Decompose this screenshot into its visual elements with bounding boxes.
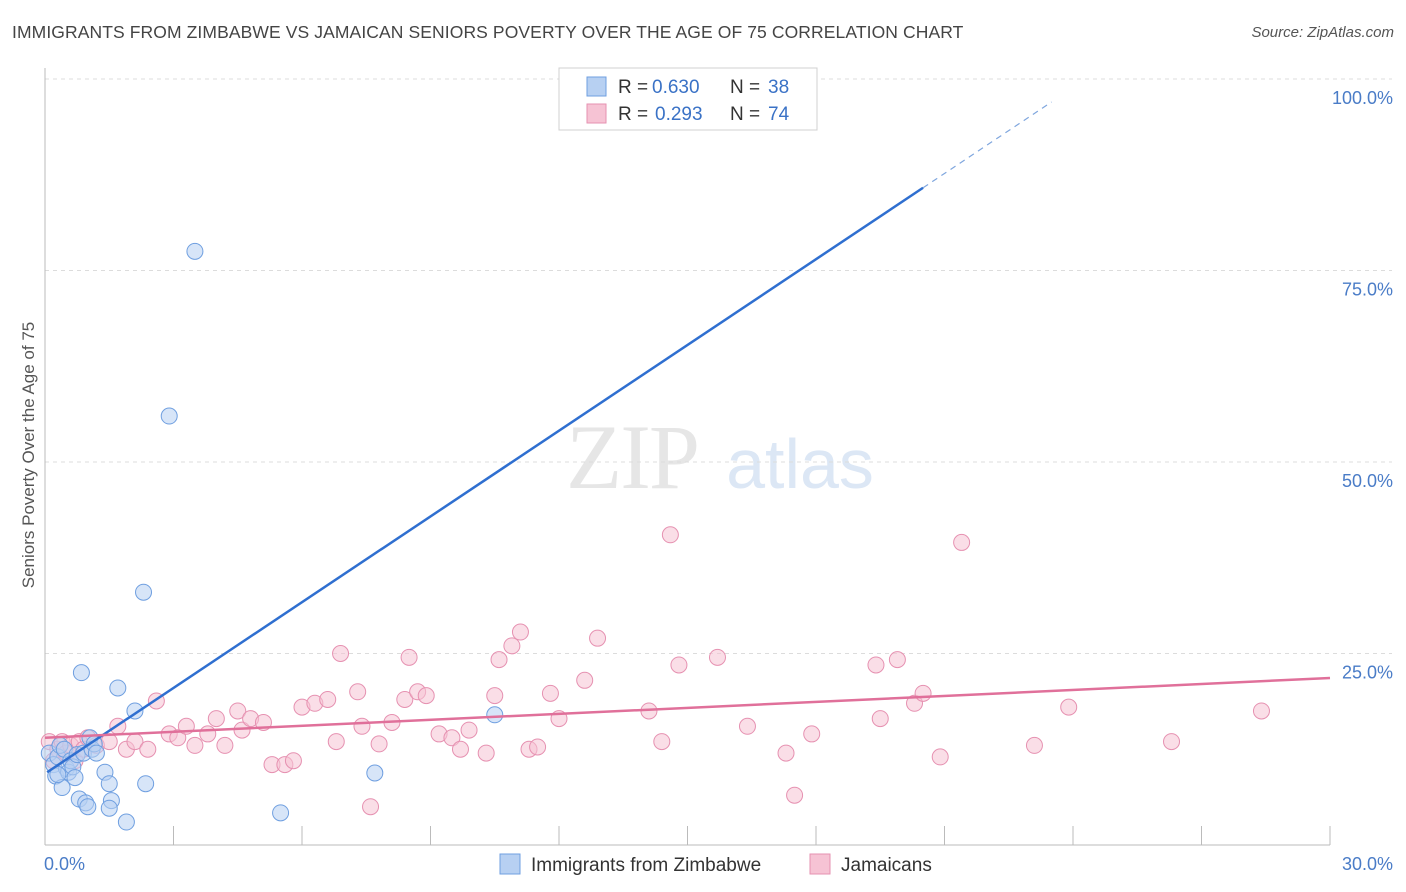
point-zimbabwe-21: [87, 744, 105, 762]
y-tick-label-3: 25.0%: [1342, 663, 1393, 683]
point-jamaicans-34: [327, 733, 345, 751]
legend-n-label-1: N =: [730, 77, 760, 98]
legend-n-label-2: N =: [730, 104, 760, 125]
trend-lines: [44, 101, 1331, 774]
y-tick-label-1: 75.0%: [1342, 280, 1393, 300]
y-axis-label: Seniors Poverty Over the Age of 75: [19, 322, 38, 588]
bottom-legend: Immigrants from Zimbabwe Jamaicans: [499, 853, 932, 876]
point-zimbabwe-11: [66, 769, 84, 787]
legend-swatch-jamaicans: [586, 103, 607, 124]
point-jamaicans-50: [486, 687, 504, 705]
x-tick-label-0: 0.0%: [44, 854, 85, 874]
point-jamaicans-68: [803, 725, 821, 743]
watermark-atlas: atlas: [726, 425, 874, 503]
point-jamaicans-70: [871, 710, 889, 728]
legend-r-label-2: R =: [618, 104, 648, 125]
point-zimbabwe-14: [72, 664, 90, 682]
point-jamaicans-49: [477, 744, 495, 762]
point-zimbabwe-33: [272, 804, 290, 822]
point-jamaicans-41: [396, 690, 414, 708]
legend-r-label-1: R =: [618, 77, 648, 98]
bottom-legend-swatch-zimbabwe: [499, 853, 521, 875]
point-jamaicans-21: [199, 725, 217, 743]
point-zimbabwe-26: [109, 679, 127, 697]
point-jamaicans-51: [490, 651, 508, 669]
point-jamaicans-37: [353, 717, 371, 735]
point-jamaicans-53: [511, 623, 529, 641]
point-jamaicans-78: [1163, 733, 1181, 751]
watermark-zip: ZIP: [566, 406, 698, 508]
legend-swatch-zimbabwe: [586, 76, 607, 97]
legend-n-value-2: 74: [768, 104, 790, 125]
legend-n-value-1: 38: [768, 77, 789, 98]
source-label: Source: ZipAtlas.com: [1251, 24, 1394, 41]
point-jamaicans-56: [541, 684, 559, 702]
legend-r-value-2: 0.293: [655, 104, 703, 125]
point-jamaicans-74: [931, 748, 949, 766]
point-jamaicans-75: [953, 533, 971, 551]
point-zimbabwe-35: [486, 706, 504, 724]
point-jamaicans-61: [653, 733, 671, 751]
point-jamaicans-24: [229, 702, 247, 720]
point-zimbabwe-32: [186, 242, 204, 260]
tick-labels: 100.0% 75.0% 50.0% 25.0% 0.0% 30.0%: [44, 88, 1393, 874]
bottom-legend-jamaicans: Jamaicans: [841, 855, 932, 876]
legend-box: R = 0.630 N = 38 R = 0.293 N = 74: [558, 67, 818, 131]
point-jamaicans-20: [186, 736, 204, 754]
axes: [44, 68, 1331, 846]
point-jamaicans-18: [169, 729, 187, 747]
point-zimbabwe-27: [117, 813, 135, 831]
point-jamaicans-67: [786, 786, 804, 804]
point-jamaicans-35: [332, 645, 350, 662]
point-jamaicans-66: [777, 744, 795, 762]
x-tick-label-1: 30.0%: [1342, 854, 1393, 874]
point-jamaicans-62: [661, 526, 679, 544]
point-zimbabwe-25: [100, 799, 118, 817]
point-jamaicans-71: [888, 651, 906, 669]
point-jamaicans-59: [589, 629, 607, 647]
point-zimbabwe-34: [366, 764, 384, 782]
point-jamaicans-73: [914, 684, 932, 702]
gridlines: [45, 78, 1392, 654]
point-jamaicans-22: [207, 710, 225, 728]
trend-line-zimbabwe: [46, 186, 924, 774]
point-jamaicans-55: [529, 738, 547, 756]
chart-title: IMMIGRANTS FROM ZIMBABWE VS JAMAICAN SEN…: [12, 22, 964, 42]
data-points: [40, 74, 1270, 831]
point-jamaicans-58: [576, 671, 594, 689]
trend-line-zimbabwe-extension: [922, 101, 1052, 189]
trend-line-jamaicans: [44, 676, 1331, 740]
legend-r-value-1: 0.630: [652, 77, 700, 98]
point-jamaicans-42: [400, 648, 418, 666]
bottom-legend-zimbabwe: Immigrants from Zimbabwe: [531, 855, 761, 876]
point-jamaicans-63: [670, 656, 688, 674]
bottom-legend-swatch-jamaicans: [809, 853, 831, 875]
point-jamaicans-44: [417, 687, 435, 705]
point-jamaicans-30: [284, 752, 302, 770]
point-jamaicans-36: [349, 683, 367, 701]
point-jamaicans-79: [1252, 702, 1270, 720]
point-zimbabwe-30: [137, 775, 155, 793]
point-jamaicans-38: [362, 798, 380, 816]
point-jamaicans-48: [460, 721, 478, 739]
point-jamaicans-52: [503, 637, 521, 655]
point-jamaicans-77: [1060, 698, 1078, 716]
point-jamaicans-65: [738, 717, 756, 735]
point-jamaicans-23: [216, 736, 234, 754]
point-jamaicans-39: [370, 735, 388, 753]
y-tick-label-2: 50.0%: [1342, 471, 1393, 491]
point-jamaicans-15: [139, 740, 157, 758]
point-jamaicans-47: [451, 740, 469, 758]
point-jamaicans-64: [708, 648, 726, 666]
point-zimbabwe-29: [135, 583, 153, 601]
point-jamaicans-46: [443, 729, 461, 747]
point-zimbabwe-31: [160, 407, 178, 425]
point-jamaicans-76: [1025, 736, 1043, 754]
point-zimbabwe-17: [79, 798, 97, 816]
point-zimbabwe-23: [100, 775, 118, 793]
point-jamaicans-33: [319, 690, 337, 708]
y-tick-label-0: 100.0%: [1332, 88, 1393, 108]
point-jamaicans-69: [867, 656, 885, 674]
